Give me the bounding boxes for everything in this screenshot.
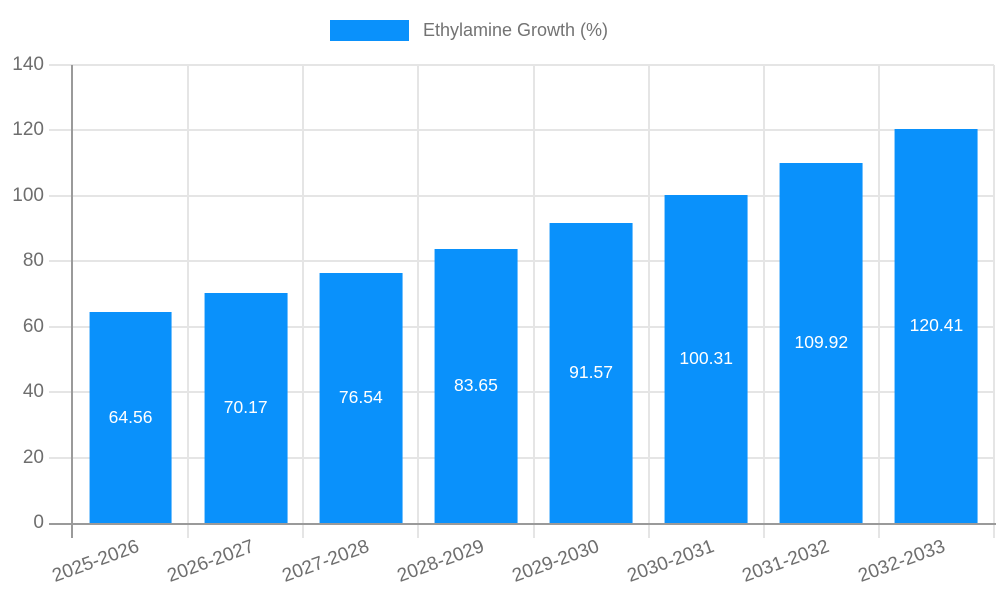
x-axis-line [49,523,996,525]
y-tick-label: 80 [22,250,44,272]
bar: 83.65 [434,249,518,523]
gridline-horizontal [49,64,994,66]
legend-label: Ethylamine Growth (%) [422,20,609,40]
bar-value-label: 70.17 [223,397,268,418]
bar-value-label: 91.57 [569,362,613,383]
bar-value-label: 76.54 [338,387,383,408]
legend-swatch-icon [329,20,409,41]
y-tick-label: 100 [12,184,44,206]
x-axis-tick [187,525,190,538]
x-axis-tick [417,525,420,538]
gridline-vertical [302,65,305,523]
x-tick-label: 2032-2033 [855,536,948,587]
y-tick-label: 0 [33,512,44,533]
y-tick-label: 140 [12,54,44,75]
y-tick-label: 40 [22,381,44,403]
gridline-horizontal [49,194,994,197]
x-axis-tick [762,525,765,538]
plot-area: 0 20 40 60 80 100 120 140 64.56 2025-2026 70.17 202… [12,54,996,587]
gridline-vertical [993,65,995,523]
legend-item[interactable]: Ethylamine Growth (%) [329,20,609,41]
bar: 70.17 [204,293,288,523]
gridline-horizontal [49,129,994,132]
x-tick-label: 2025-2026 [49,536,142,587]
x-tick-label: 2029-2030 [509,536,603,587]
bar: 100.31 [664,194,748,523]
gridline-horizontal [49,325,994,328]
gridline-horizontal [49,260,994,263]
bar-value-label: 109.92 [794,332,849,353]
x-axis-tick [647,525,650,538]
gridline-vertical [417,65,420,523]
x-tick-label: 2031-2032 [739,536,833,587]
gridline-vertical [877,65,880,523]
gridline-horizontal [49,456,994,459]
y-axis-line [71,65,73,538]
bar-value-label: 120.41 [909,315,964,336]
bar: 120.41 [895,129,978,523]
gridline-vertical [187,65,190,523]
y-tick-label: 60 [22,315,44,337]
bar-value-label: 83.65 [454,375,498,396]
gridline-horizontal [49,391,994,394]
x-axis-tick [993,525,995,538]
x-tick-label: 2028-2029 [394,536,488,587]
x-axis-tick [532,525,535,538]
gridline-vertical [762,65,765,523]
bar: 76.54 [319,272,403,523]
gridline-vertical [532,65,535,523]
bar-value-label: 100.31 [679,348,733,369]
y-tick-label: 20 [22,446,44,468]
gridline-vertical [647,65,650,523]
x-axis-tick [302,525,305,538]
bar: 109.92 [779,163,863,523]
x-tick-label: 2027-2028 [279,536,372,587]
x-tick-label: 2030-2031 [624,536,718,587]
bar: 91.57 [549,223,633,523]
legend: Ethylamine Growth (%) [0,20,1000,41]
bar-value-label: 64.56 [108,406,153,427]
y-tick-label: 120 [12,119,44,141]
bar: 64.56 [89,311,172,523]
x-tick-label: 2026-2027 [164,536,257,587]
x-axis-tick [877,525,880,538]
